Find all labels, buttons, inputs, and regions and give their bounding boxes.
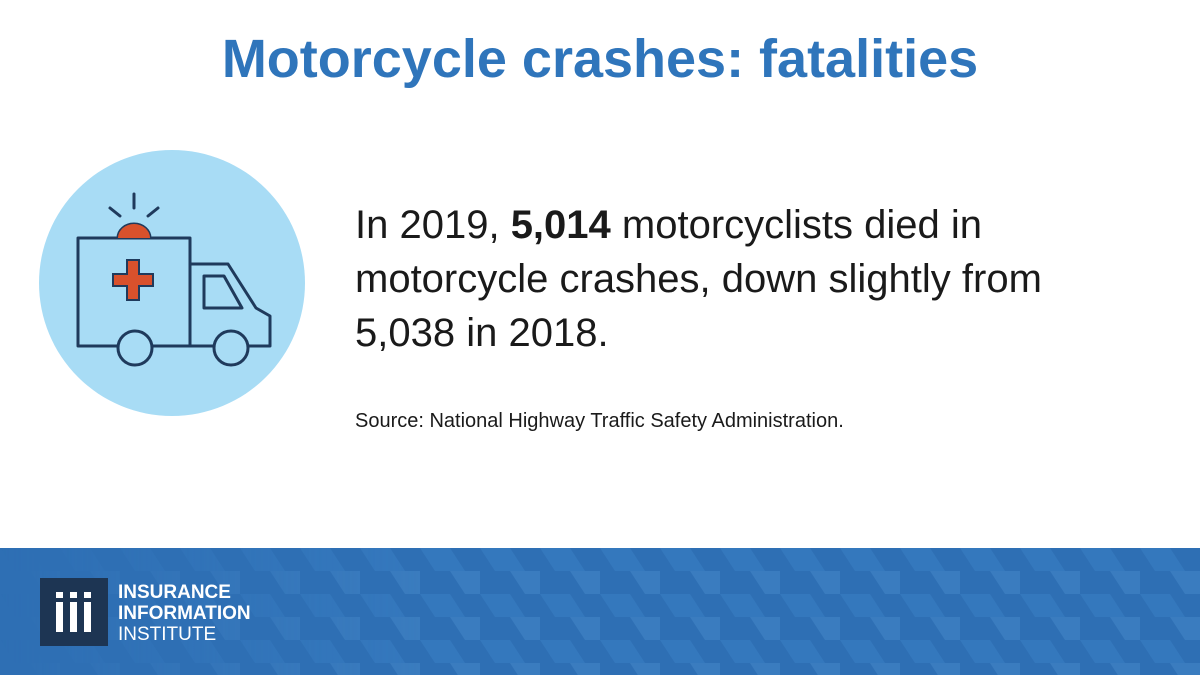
statement-text: motorcyclists died in motorcycle crashes… <box>355 203 1042 355</box>
logo-line: INSTITUTE <box>118 624 217 645</box>
footer: INSURANCE INFORMATION INSTITUTE <box>0 548 1200 675</box>
logo-mark <box>40 578 108 646</box>
logo-text: INSURANCE INFORMATION INSTITUTE <box>118 582 251 645</box>
statement-text: In 2019, <box>355 203 511 247</box>
logo-line: INSURANCE <box>118 582 231 603</box>
source-note: Source: National Highway Traffic Safety … <box>355 410 844 432</box>
footer-pattern <box>0 548 1200 675</box>
title: Motorcycle crashes: fatalities <box>221 29 979 89</box>
ambulance-icon <box>39 150 305 416</box>
statement: In 2019, 5,014 motorcyclists died in mot… <box>355 198 1095 360</box>
statement-highlight: 5,014 <box>510 203 611 247</box>
logo-line: INFORMATION <box>118 603 251 624</box>
